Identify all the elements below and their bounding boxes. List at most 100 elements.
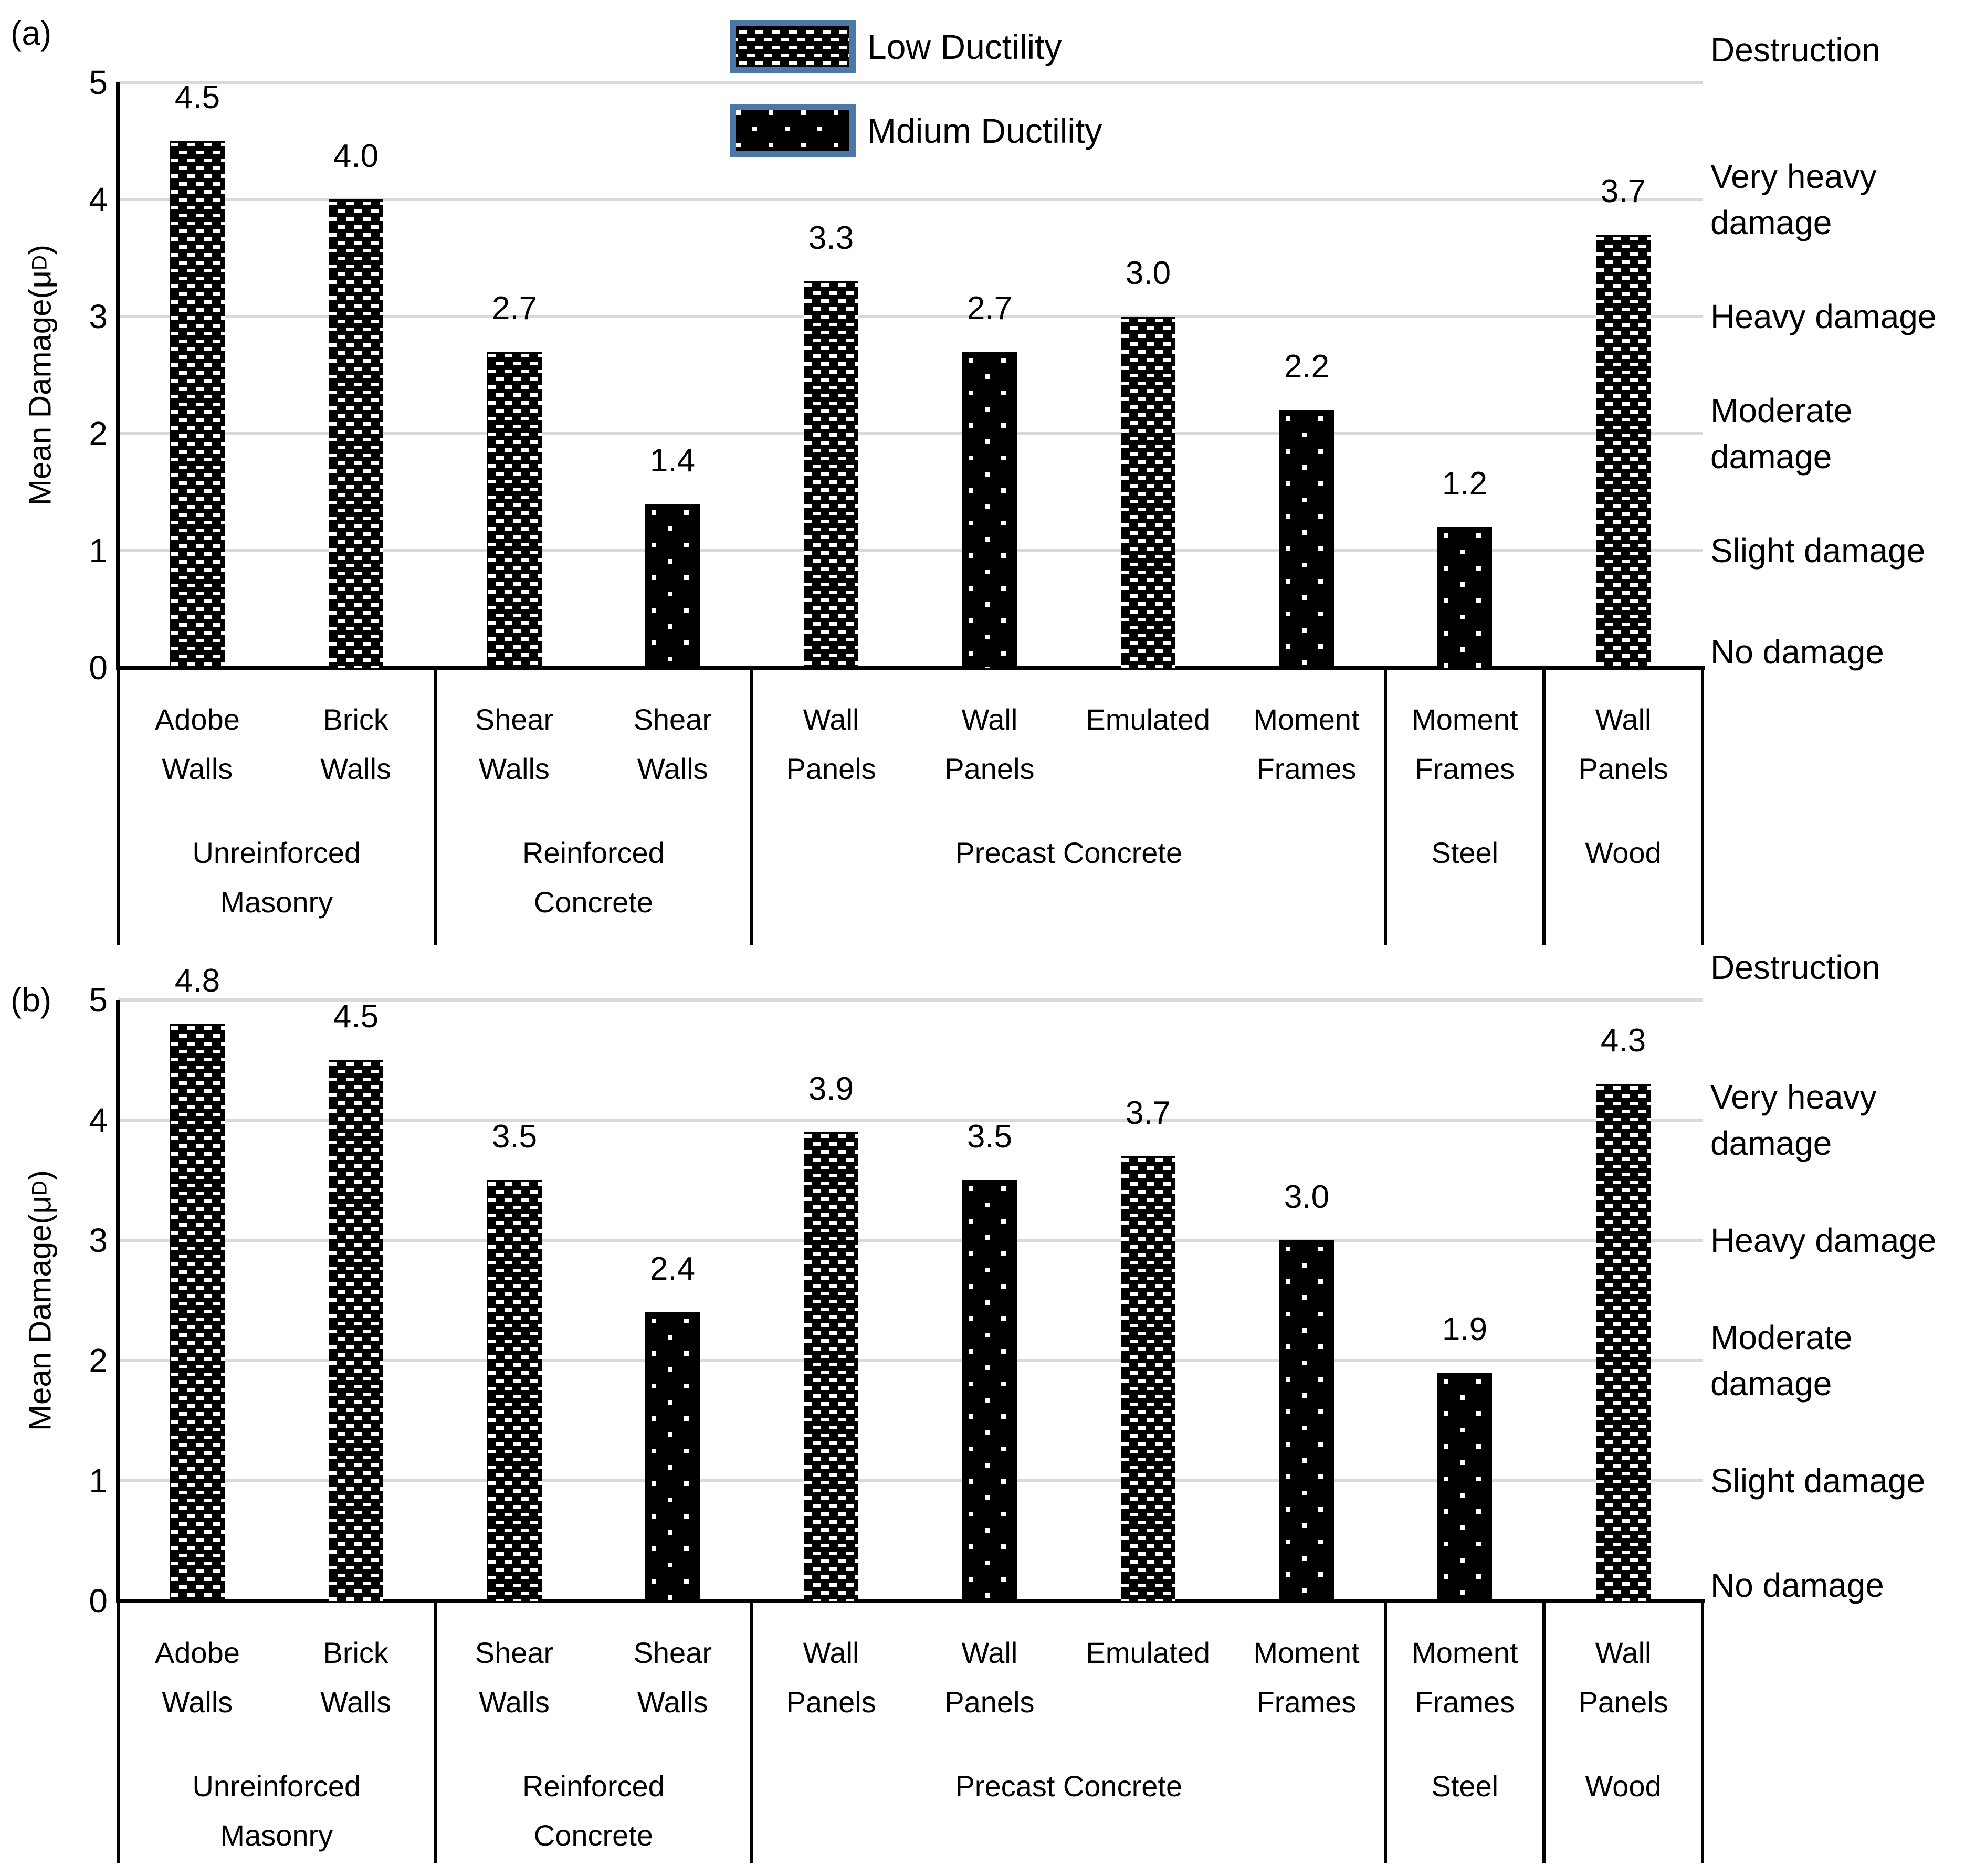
category-label-line: Shear (475, 1636, 554, 1669)
bar-low-ductility (1596, 235, 1651, 668)
category-label: Emulated (1069, 695, 1227, 744)
category-label-line: Brick (323, 703, 388, 736)
category-label-line: Adobe (154, 1636, 240, 1669)
bar-value-label: 3.0 (1284, 1179, 1330, 1215)
category-label-line: Wall (961, 703, 1018, 736)
damage-scale-line: damage (1710, 204, 1832, 241)
bar-value-label: 4.8 (174, 963, 220, 999)
category-label-line: Panels (944, 1685, 1035, 1719)
group-label-line: Steel (1431, 1769, 1499, 1803)
bar-low-ductility (1596, 1084, 1651, 1601)
label-box-divider (1384, 668, 1387, 945)
damage-scale-label: Heavy damage (1710, 1217, 1963, 1263)
bar-low-ductility (170, 1024, 225, 1601)
bar-low-ductility (487, 352, 542, 668)
category-label: Wall Panels (910, 1628, 1069, 1727)
category-label-line: Walls (637, 1685, 708, 1719)
bar-value-label: 2.2 (1284, 349, 1330, 385)
group-label: Unreinforced Masonry (118, 1762, 435, 1860)
damage-scale-line: No damage (1710, 633, 1884, 671)
y-tick-label: 1 (89, 1462, 108, 1500)
bar-medium-ductility (1437, 1373, 1492, 1601)
bar-value-label: 3.5 (491, 1119, 538, 1155)
group-label: Precast Concrete (752, 828, 1385, 878)
damage-scale-line: Moderate (1710, 1319, 1853, 1356)
category-label-line: Shear (633, 703, 712, 736)
category-label-line: Wall (961, 1636, 1018, 1669)
label-box-divider (750, 1601, 753, 1863)
y-axis-title-text: ) (22, 245, 58, 255)
bar-medium-ductility (1437, 527, 1492, 668)
category-label-line: Panels (1578, 752, 1668, 785)
damage-scale-label: Very heavy damage (1710, 153, 1963, 246)
group-label-line: Precast Concrete (955, 1769, 1183, 1803)
category-label-line: Emulated (1086, 1636, 1210, 1669)
group-label-line: Unreinforced (192, 836, 361, 869)
label-box-divider (1701, 1601, 1704, 1863)
group-label-line: Unreinforced (192, 1769, 361, 1803)
category-label-line: Walls (162, 1685, 233, 1719)
damage-scale-label: Moderate damage (1710, 1314, 1963, 1407)
category-label-line: Wall (803, 703, 859, 736)
y-axis-line (116, 1000, 120, 1601)
damage-scale-line: Very heavy (1710, 157, 1877, 195)
category-label: Wall Panels (910, 695, 1069, 794)
category-label: Brick Walls (277, 695, 435, 794)
panel-tag: (a) (10, 14, 52, 52)
category-label-line: Shear (475, 703, 554, 736)
group-label: Reinforced Concrete (435, 1762, 752, 1860)
gridline-4 (118, 198, 1703, 201)
category-label-line: Walls (162, 752, 233, 785)
group-label-line: Concrete (533, 1819, 653, 1852)
group-label: Steel (1385, 1762, 1544, 1811)
bar-value-label: 3.7 (1600, 173, 1646, 209)
bar-medium-ductility (645, 1312, 700, 1601)
y-tick-label: 5 (89, 981, 108, 1019)
bar-value-label: 1.2 (1442, 466, 1488, 502)
damage-scale-label: Slight damage (1710, 1458, 1963, 1504)
x-axis-line (116, 1599, 1705, 1603)
y-tick-label: 0 (89, 1582, 108, 1620)
group-label-line: Masonry (220, 1819, 333, 1852)
damage-scale-line: Very heavy (1710, 1078, 1877, 1116)
category-label-line: Frames (1415, 1685, 1515, 1719)
gridline-2 (118, 432, 1703, 435)
category-label-line: Panels (1578, 1685, 1668, 1719)
y-tick-label: 3 (89, 1221, 108, 1259)
group-label: Unreinforced Masonry (118, 828, 435, 927)
category-label-line: Wall (1595, 703, 1652, 736)
bar-value-label: 1.4 (649, 442, 696, 479)
y-tick-label: 1 (89, 532, 108, 570)
damage-scale-label: Very heavy damage (1710, 1074, 1963, 1166)
bar-value-label: 3.7 (1125, 1095, 1171, 1131)
y-tick-label: 2 (89, 1342, 108, 1379)
bar-value-label: 4.3 (1600, 1023, 1646, 1059)
group-label-line: Reinforced (522, 1769, 665, 1803)
bar-low-ductility (804, 281, 858, 668)
y-tick-label: 0 (89, 649, 108, 687)
legend-item-label: Low Ductility (867, 27, 1062, 66)
label-box-divider (750, 668, 753, 945)
bar-low-ductility (170, 141, 225, 668)
category-label-line: Frames (1256, 1685, 1357, 1719)
label-box-divider (1542, 1601, 1546, 1863)
category-label: Adobe Walls (118, 1628, 277, 1727)
damage-scale-line: No damage (1710, 1566, 1884, 1604)
category-label: Shear Walls (593, 695, 752, 794)
category-label-line: Walls (479, 1685, 550, 1719)
y-tick-label: 3 (89, 298, 108, 335)
x-axis-line (116, 666, 1705, 670)
group-label: Precast Concrete (752, 1762, 1385, 1811)
category-label: Emulated (1069, 1628, 1227, 1678)
label-box-divider (117, 1601, 120, 1863)
bar-low-ductility (1121, 317, 1175, 668)
label-box-divider (434, 668, 437, 945)
gridline-5 (118, 998, 1703, 1002)
label-box-divider (1542, 668, 1546, 945)
category-label-line: Panels (944, 752, 1035, 785)
category-label-line: Walls (479, 752, 550, 785)
gridline-2 (118, 1359, 1703, 1362)
y-tick-label: 4 (89, 181, 108, 218)
bar-medium-ductility (1279, 410, 1334, 668)
